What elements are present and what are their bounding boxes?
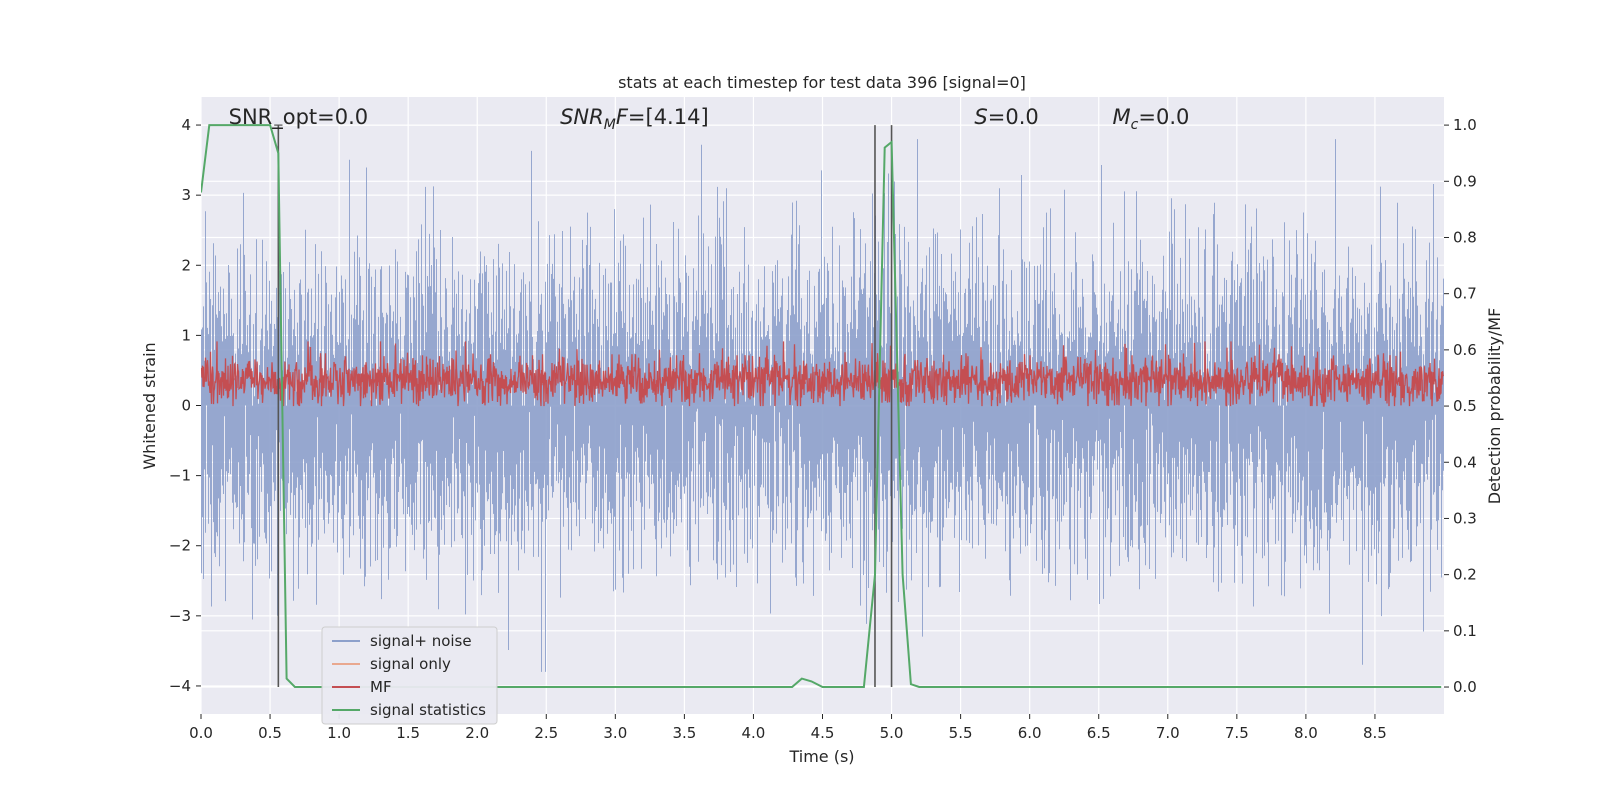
y2-axis-label: Detection probability/MF [1485, 308, 1504, 505]
x-tick-label: 2.0 [465, 724, 489, 742]
x-tick-label: 7.5 [1225, 724, 1249, 742]
legend-label: signal+ noise [370, 632, 472, 650]
x-tick-label: 0.5 [258, 724, 282, 742]
y2-tick-label: 0.9 [1453, 172, 1477, 190]
y2-tick-label: 0.3 [1453, 509, 1477, 527]
x-tick-label: 1.0 [327, 724, 351, 742]
x-axis-ticks: 0.0 0.5 1.0 1.5 2.0 2.5 3.0 3.5 4.0 4.5 5.0 5.5 6.0 6… [189, 714, 1387, 742]
y-tick-label: −4 [169, 677, 191, 695]
legend-box [321, 626, 498, 725]
x-tick-label: 7.0 [1156, 724, 1180, 742]
y-tick-label: −2 [169, 537, 191, 555]
y2-tick-label: 0.1 [1453, 622, 1477, 640]
x-tick-label: 3.5 [672, 724, 696, 742]
x-tick-label: 5.5 [949, 724, 973, 742]
y2-tick-label: 0.7 [1453, 285, 1477, 303]
legend: signal+ noise signal only MF signal statist… [321, 626, 498, 725]
y2-tick-label: 0.4 [1453, 453, 1477, 471]
chart-title: stats at each timestep for test data 396… [618, 73, 1026, 92]
y-tick-label: −3 [169, 607, 191, 625]
legend-label: signal statistics [370, 701, 486, 719]
x-axis-label: Time (s) [788, 747, 854, 766]
y2-tick-label: 0.6 [1453, 341, 1477, 359]
y-tick-label: −1 [169, 467, 191, 485]
x-tick-label: 6.5 [1087, 724, 1111, 742]
y2-tick-label: 0.2 [1453, 566, 1477, 584]
legend-label: MF [370, 678, 392, 696]
x-tick-label: 2.5 [534, 724, 558, 742]
annotations: SNR_opt=0.0 SNRMF=[4.14] S=0.0 Mc=0.0 [229, 105, 1190, 133]
x-tick-label: 4.0 [742, 724, 766, 742]
x-tick-label: 6.0 [1018, 724, 1042, 742]
annotation-2: S=0.0 [974, 105, 1038, 129]
y2-tick-label: 0.8 [1453, 228, 1477, 246]
y-tick-label: 0 [181, 397, 191, 415]
x-tick-label: 1.5 [396, 724, 420, 742]
annotation-3: Mc=0.0 [1113, 105, 1190, 133]
x-tick-label: 8.5 [1363, 724, 1387, 742]
y-axis-label: Whitened strain [140, 342, 159, 469]
y2-tick-label: 1.0 [1453, 116, 1477, 134]
x-tick-label: 4.5 [811, 724, 835, 742]
signal-statistics-line [201, 124, 1442, 688]
series-signal-statistics [201, 124, 1442, 688]
x-tick-label: 0.0 [189, 724, 213, 742]
y2-axis-ticks: 1.0 0.9 0.8 0.7 0.6 0.5 0.4 0.3 0.2 0.1 0.0 [1444, 116, 1477, 696]
x-tick-label: 5.0 [880, 724, 904, 742]
x-tick-label: 8.0 [1294, 724, 1318, 742]
y2-tick-label: 0.0 [1453, 678, 1477, 696]
mf-trace [201, 341, 1444, 407]
y-tick-label: 3 [181, 186, 191, 204]
plot-content [201, 124, 1444, 688]
y-tick-label: 2 [181, 256, 191, 274]
x-tick-label: 3.0 [603, 724, 627, 742]
y-tick-label: 4 [181, 116, 191, 134]
annotation-0: SNR_opt=0.0 [229, 105, 369, 130]
y-axis-ticks: 4 3 2 1 0 −1 −2 −3 −4 [169, 116, 201, 695]
y2-tick-label: 0.5 [1453, 397, 1477, 415]
series-mf [201, 341, 1444, 407]
annotation-1: SNRMF=[4.14] [560, 105, 709, 133]
y-tick-label: 1 [181, 326, 191, 344]
legend-label: signal only [370, 655, 451, 673]
